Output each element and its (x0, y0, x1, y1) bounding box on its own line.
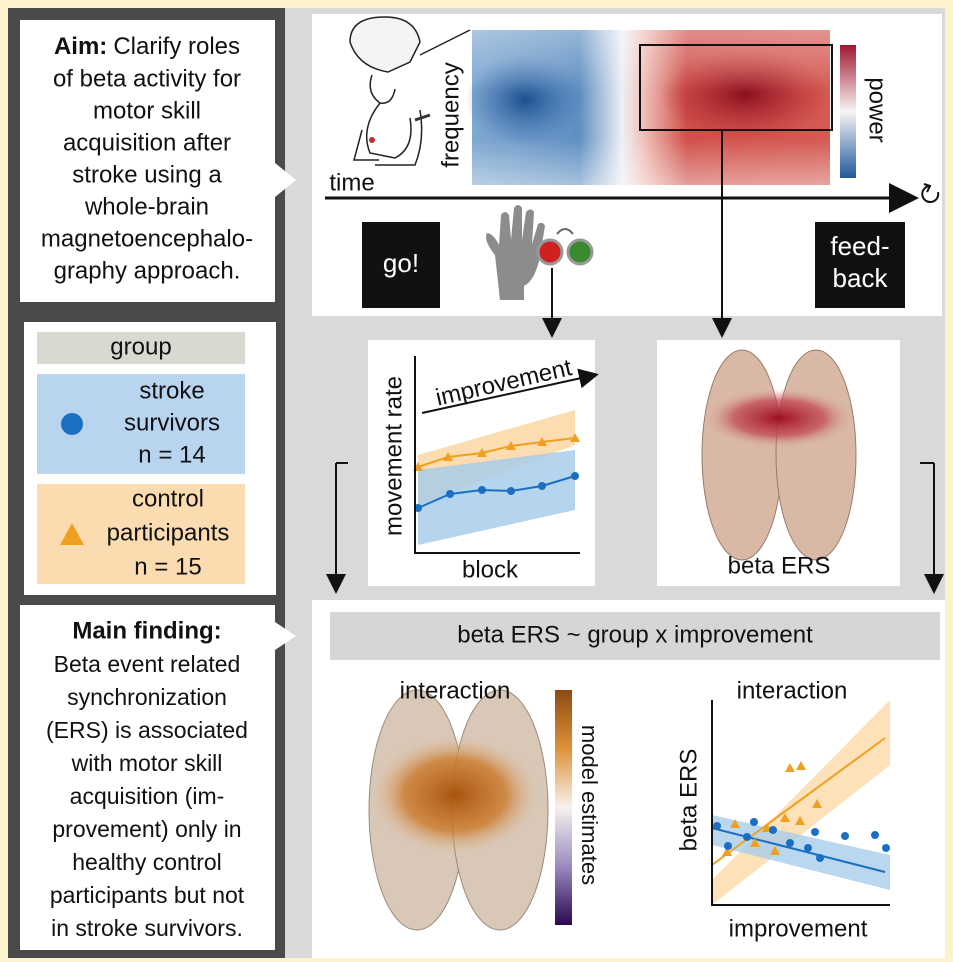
x-axis-label: block (462, 556, 519, 583)
feedback-label: back (833, 263, 889, 293)
finding-line: with motor skill (71, 750, 223, 776)
spectrogram-fade (472, 30, 830, 185)
ers-label: beta ERS (728, 552, 831, 579)
power-colorbar (840, 45, 856, 178)
legend-label: participants (107, 519, 230, 546)
aim-line: magnetoencephalo- (41, 225, 253, 252)
time-label: time (329, 169, 374, 196)
interaction-title: interaction (737, 677, 848, 704)
legend-label: n = 14 (138, 441, 205, 468)
aim-heading: Aim: (54, 33, 107, 60)
aim-line: whole-brain (84, 193, 209, 220)
red-button (538, 240, 562, 264)
stroke-marker (61, 413, 83, 435)
power-label: power (864, 77, 891, 142)
y-axis-label: movement rate (380, 376, 407, 536)
aim-line: Clarify roles (113, 33, 240, 60)
go-label: go! (383, 248, 419, 278)
green-button (568, 240, 592, 264)
finding-line: healthy control (72, 849, 222, 875)
aim-line: stroke using a (72, 161, 222, 188)
finding-heading: Main finding: (72, 617, 221, 644)
feedback-label: feed- (830, 231, 889, 261)
finding-line: in stroke survivors. (51, 915, 243, 941)
finding-line: participants but not (50, 882, 245, 908)
finding-line: provement) only in (52, 816, 241, 842)
legend-label: stroke (139, 377, 204, 404)
legend-label: n = 15 (134, 553, 201, 580)
finding-line: (ERS) is associated (46, 717, 248, 743)
legend-label: survivors (124, 409, 220, 436)
frequency-label: frequency (437, 62, 464, 167)
y-axis-label: beta ERS (675, 749, 702, 852)
aim-line: motor skill (93, 97, 201, 124)
legend-label: control (132, 485, 204, 512)
aim-line: graphy approach. (54, 257, 241, 284)
estimates-label: model estimates (577, 725, 602, 885)
aim-line: of beta activity for (53, 65, 241, 92)
formula: beta ERS ~ group x improvement (457, 621, 813, 648)
aim-first-line: Aim:Clarify roles (54, 33, 240, 60)
finding-line: synchronization (67, 684, 227, 710)
finding-line: acquisition (im- (70, 783, 225, 809)
x-axis-label: improvement (729, 915, 868, 942)
aim-line: acquisition after (63, 129, 231, 156)
legend-title: group (110, 333, 171, 360)
graphical-abstract: Aim:Clarify roles of beta activity for mot… (0, 0, 953, 962)
finding-line: Beta event related (54, 651, 241, 677)
interaction-title: interaction (400, 677, 511, 704)
estimates-colorbar (555, 690, 572, 925)
